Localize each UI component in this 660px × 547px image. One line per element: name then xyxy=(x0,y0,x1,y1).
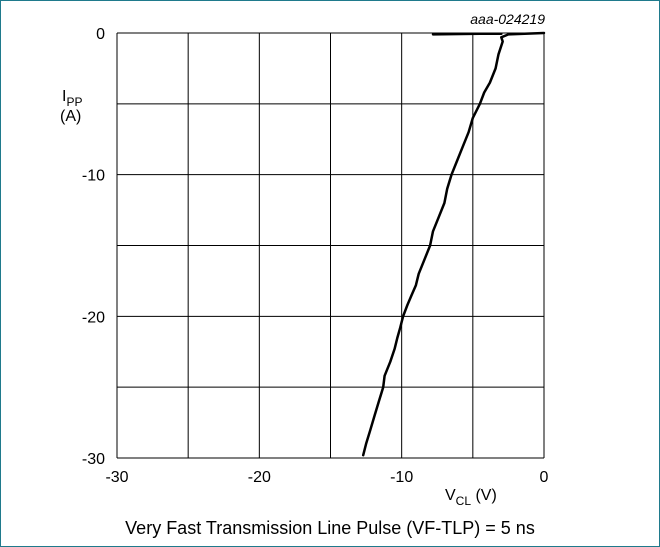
y-tick-label: -30 xyxy=(82,451,105,468)
x-label-main: V xyxy=(445,487,456,504)
x-tick-labels: -30 -20 -10 0 xyxy=(105,469,548,486)
x-axis-label: VCL (V) xyxy=(445,487,497,508)
series-line xyxy=(431,32,503,36)
chart-caption: Very Fast Transmission Line Pulse (VF-TL… xyxy=(125,518,535,538)
x-tick-label: -20 xyxy=(248,469,271,486)
y-tick-label: 0 xyxy=(96,26,105,43)
x-label-sub: CL xyxy=(456,494,472,508)
y-label-sub: PP xyxy=(66,95,82,109)
y-tick-label: -20 xyxy=(82,309,105,326)
y-axis-label: IPP xyxy=(62,88,82,109)
chart-svg: 0 -10 -20 -30 -30 -20 -10 0 aaa-024219 IPP (A)… xyxy=(60,11,549,508)
series-line xyxy=(361,31,546,457)
data-lines xyxy=(361,31,546,457)
figure-tag: aaa-024219 xyxy=(470,11,545,27)
x-tick-label: 0 xyxy=(540,469,549,486)
x-tick-label: -10 xyxy=(390,469,413,486)
y-label-main: I xyxy=(62,88,66,105)
y-axis-unit: (A) xyxy=(60,108,81,125)
y-tick-labels: 0 -10 -20 -30 xyxy=(82,26,105,468)
y-tick-label: -10 xyxy=(82,168,105,185)
grid xyxy=(116,32,545,459)
x-label-unit: (V) xyxy=(471,487,497,504)
x-tick-label: -30 xyxy=(105,469,128,486)
